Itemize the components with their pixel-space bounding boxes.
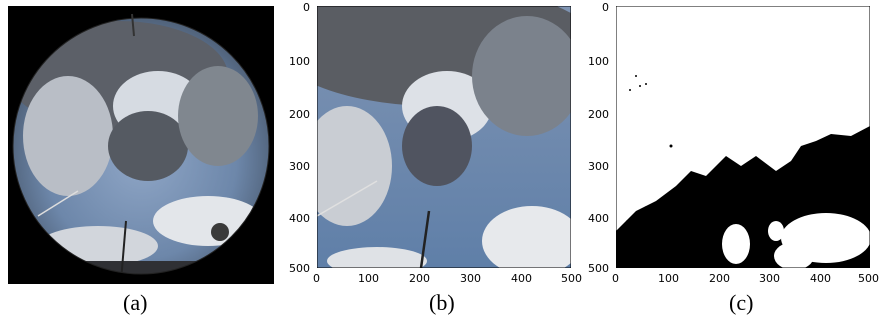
panel-c-ytick-1: 100 xyxy=(588,55,609,68)
caption-a: (a) xyxy=(123,290,148,315)
panel-c-binary-mask xyxy=(616,6,870,268)
panel-b-ytick-4: 400 xyxy=(289,212,310,225)
panel-b-ytick-1: 100 xyxy=(289,55,310,68)
panel-b-xtick-3: 300 xyxy=(460,272,481,285)
panel-b-cropped-image xyxy=(317,6,571,268)
panel-c-ytick-5: 500 xyxy=(588,262,609,275)
panel-c-ytick-0: 0 xyxy=(602,1,609,14)
panel-c-xtick-5: 500 xyxy=(858,272,879,285)
panel-c-xtick-2: 200 xyxy=(709,272,730,285)
panel-c-xtick-3: 300 xyxy=(759,272,780,285)
caption-b: (b) xyxy=(429,290,455,315)
panel-c-ytick-4: 400 xyxy=(588,212,609,225)
panel-c-xtick-4: 400 xyxy=(810,272,831,285)
panel-a-fisheye-image xyxy=(8,6,274,284)
panel-b-ytick-3: 300 xyxy=(289,160,310,173)
panel-b-xtick-4: 400 xyxy=(511,272,532,285)
caption-c: (c) xyxy=(729,290,754,315)
panel-c-xtick-0: 0 xyxy=(612,272,619,285)
panel-b-ytick-5: 500 xyxy=(289,262,310,275)
panel-b-xtick-1: 100 xyxy=(358,272,379,285)
panel-b-xtick-0: 0 xyxy=(313,272,320,285)
panel-c-ytick-2: 200 xyxy=(588,108,609,121)
panel-b-xtick-2: 200 xyxy=(409,272,430,285)
panel-b-ytick-0: 0 xyxy=(303,1,310,14)
panel-c-xtick-1: 100 xyxy=(658,272,679,285)
panel-b-ytick-2: 200 xyxy=(289,108,310,121)
panel-b-xtick-5: 500 xyxy=(561,272,582,285)
panel-c-ytick-3: 300 xyxy=(588,160,609,173)
